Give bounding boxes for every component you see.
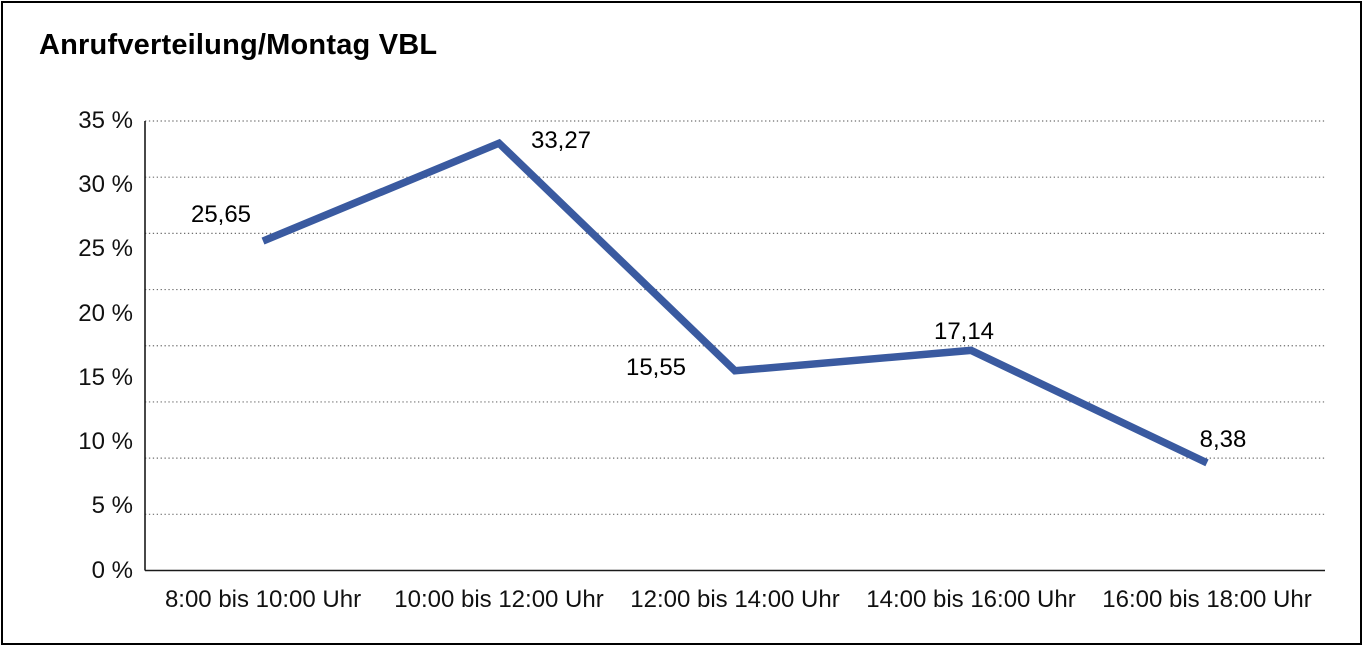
y-tick-label: 30 % xyxy=(78,171,133,199)
data-series-line xyxy=(261,138,1209,467)
x-category-label: 12:00 bis 14:00 Uhr xyxy=(630,586,840,613)
line-chart-canvas xyxy=(144,120,1325,572)
data-point-label: 15,55 xyxy=(625,353,687,381)
x-category-label: 10:00 bis 12:00 Uhr xyxy=(394,586,604,613)
y-tick-label: 5 % xyxy=(91,492,133,520)
data-point-label: 25,65 xyxy=(190,201,252,229)
chart-title: Anrufverteilung/Montag VBL xyxy=(39,29,438,61)
y-tick-label: 10 % xyxy=(78,428,133,456)
data-point-label: 17,14 xyxy=(933,318,995,346)
y-tick-label: 0 % xyxy=(91,556,133,584)
y-tick-label: 20 % xyxy=(78,299,133,327)
x-category-label: 14:00 bis 16:00 Uhr xyxy=(866,586,1076,613)
y-tick-label: 15 % xyxy=(78,363,133,391)
x-category-label: 16:00 bis 18:00 Uhr xyxy=(1102,586,1312,613)
x-category-label: 8:00 bis 10:00 Uhr xyxy=(164,586,362,613)
y-tick-label: 25 % xyxy=(78,235,133,263)
data-point-label: 8,38 xyxy=(1199,425,1247,453)
y-tick-label: 35 % xyxy=(78,107,133,134)
data-point-label: 33,27 xyxy=(530,127,592,155)
